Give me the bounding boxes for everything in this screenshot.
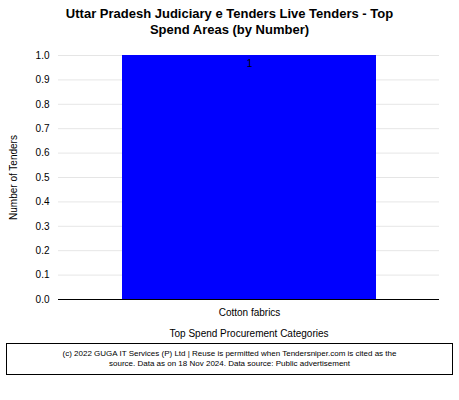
svg-text:0.7: 0.7	[36, 122, 50, 133]
svg-text:0.3: 0.3	[36, 220, 50, 231]
svg-text:0.2: 0.2	[36, 244, 50, 255]
html-text:(c) 2022 GUGA IT Services (P): (c) 2022 GUGA IT Services (P) Ltd | Reus…	[62, 348, 397, 368]
svg-text:Cotton fabrics: Cotton fabrics	[219, 306, 281, 317]
svg-text:0.4: 0.4	[36, 196, 50, 207]
svg-text:1.0: 1.0	[36, 49, 50, 60]
html-text:Uttar Pradesh Judiciary e Tend: Uttar Pradesh Judiciary e Tenders Live T…	[65, 6, 394, 38]
svg-text:Top Spend Procurement Categori: Top Spend Procurement Categories	[170, 327, 329, 338]
svg-text:0.5: 0.5	[36, 171, 50, 182]
svg-text:Number of Tenders: Number of Tenders	[8, 135, 19, 220]
svg-text:0.8: 0.8	[36, 98, 50, 109]
svg-text:0.9: 0.9	[36, 74, 50, 85]
svg-text:0.1: 0.1	[36, 269, 50, 280]
svg-text:1: 1	[247, 57, 253, 68]
svg-text:0.0: 0.0	[36, 293, 50, 304]
svg-text:0.6: 0.6	[36, 147, 50, 158]
